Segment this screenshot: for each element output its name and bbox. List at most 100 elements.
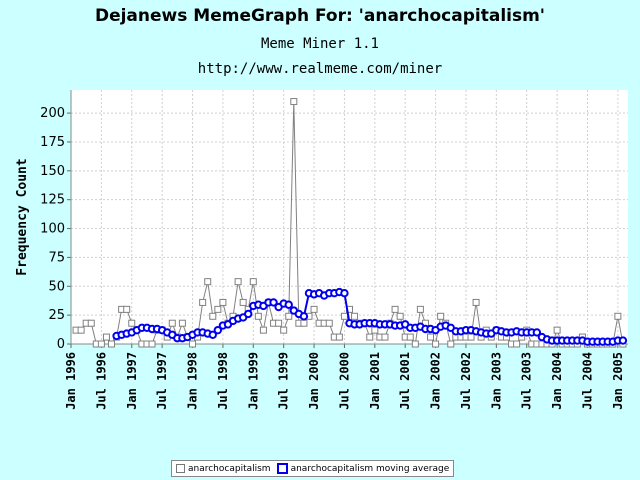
y-axis-label: Frequency Count bbox=[15, 158, 30, 275]
data-point-square bbox=[77, 326, 85, 334]
data-point-square bbox=[280, 326, 288, 334]
data-point-square bbox=[340, 312, 348, 320]
legend-item-series: anarchocapitalism bbox=[176, 464, 271, 474]
data-point-square bbox=[366, 333, 374, 341]
chart-title: Dejanews MemeGraph For: 'anarchocapitali… bbox=[94, 6, 546, 26]
data-point-square bbox=[406, 333, 414, 341]
y-tick-label: 175 bbox=[40, 135, 65, 150]
x-tick-label: Jan 2001 bbox=[368, 352, 382, 410]
data-point-square bbox=[300, 319, 308, 327]
x-tick-label: Jul 2002 bbox=[459, 352, 473, 410]
x-tick-label: Jan 2002 bbox=[429, 352, 443, 410]
circle-marker-icon bbox=[276, 463, 288, 474]
data-point-square bbox=[199, 298, 207, 306]
data-point-square bbox=[128, 319, 136, 327]
data-point-square bbox=[178, 319, 186, 327]
x-tick-label: Jan 2003 bbox=[489, 352, 503, 410]
data-point-square bbox=[614, 312, 622, 320]
x-tick-label: Jul 2003 bbox=[520, 352, 534, 410]
x-tick-label: Jul 1996 bbox=[94, 352, 108, 410]
y-tick-label: 100 bbox=[40, 222, 65, 237]
data-point-square bbox=[87, 319, 95, 327]
data-point-square bbox=[411, 340, 419, 348]
data-point-square bbox=[290, 98, 298, 106]
data-point-square bbox=[108, 340, 116, 348]
y-tick-label: 200 bbox=[40, 106, 65, 121]
data-point-circle bbox=[340, 289, 349, 298]
data-point-circle bbox=[299, 312, 309, 321]
data-point-square bbox=[432, 340, 440, 348]
data-point-square bbox=[351, 312, 359, 320]
data-point-square bbox=[437, 312, 445, 320]
x-tick-label: Jan 2004 bbox=[550, 352, 564, 410]
chart-url: http://www.realmeme.com/miner bbox=[197, 61, 443, 77]
data-point-square bbox=[310, 305, 318, 313]
square-marker-icon bbox=[176, 464, 185, 473]
x-tick-label: Jul 1998 bbox=[216, 352, 230, 410]
x-tick-label: Jul 2004 bbox=[580, 352, 594, 410]
data-point-square bbox=[447, 340, 455, 348]
series-layer bbox=[72, 98, 628, 348]
data-point-square bbox=[416, 305, 424, 313]
y-tick-label: 150 bbox=[40, 164, 65, 179]
data-point-square bbox=[249, 278, 257, 286]
data-point-square bbox=[204, 278, 212, 286]
y-tick-label: 50 bbox=[48, 279, 65, 294]
legend: anarchocapitalism anarchocapitalism movi… bbox=[171, 460, 455, 477]
x-tick-label: Jan 1999 bbox=[246, 352, 260, 410]
data-point-square bbox=[219, 298, 227, 306]
x-tick-label: Jan 1996 bbox=[64, 352, 78, 410]
data-point-square bbox=[371, 326, 379, 334]
data-point-circle bbox=[213, 325, 223, 335]
x-tick-label: Jan 2000 bbox=[307, 352, 321, 410]
x-tick-label: Jul 1997 bbox=[155, 352, 169, 410]
data-point-square bbox=[97, 340, 105, 348]
data-point-square bbox=[325, 319, 333, 327]
data-point-circle bbox=[618, 336, 628, 345]
data-point-square bbox=[427, 333, 435, 341]
data-point-square bbox=[234, 278, 242, 286]
y-tick-label: 25 bbox=[48, 308, 65, 323]
data-point-square bbox=[396, 312, 404, 320]
data-point-square bbox=[214, 305, 222, 313]
data-point-square bbox=[381, 333, 389, 341]
data-point-square bbox=[553, 326, 561, 334]
data-point-square bbox=[189, 340, 197, 348]
legend-label-moving-average: anarchocapitalism moving average bbox=[290, 463, 450, 474]
legend-label-series: anarchocapitalism bbox=[188, 463, 271, 474]
x-tick-label: Jul 1999 bbox=[277, 352, 291, 410]
data-point-circle bbox=[208, 330, 217, 339]
data-point-square bbox=[259, 326, 267, 334]
data-point-square bbox=[209, 312, 217, 320]
y-tick-label: 0 bbox=[57, 337, 65, 352]
axes: 0 25 50 75 100 125 150 175 200 Jan 1996 Jul 1996 Ja… bbox=[40, 90, 628, 410]
data-point-square bbox=[123, 305, 131, 313]
data-point-square bbox=[472, 298, 480, 306]
data-point-square bbox=[391, 305, 399, 313]
x-tick-label: Jan 2005 bbox=[611, 352, 625, 410]
data-point-square bbox=[254, 312, 262, 320]
x-tick-label: Jul 2000 bbox=[337, 352, 351, 410]
data-point-square bbox=[168, 319, 176, 327]
y-tick-label: 75 bbox=[48, 250, 65, 265]
data-point-square bbox=[285, 312, 293, 320]
data-point-square bbox=[102, 333, 110, 341]
x-tick-label: Jan 1997 bbox=[125, 352, 139, 410]
legend-item-moving-average: anarchocapitalism moving average bbox=[276, 463, 450, 474]
data-point-square bbox=[513, 340, 521, 348]
x-tick-label: Jul 2001 bbox=[398, 352, 412, 410]
chart-subtitle: Meme Miner 1.1 bbox=[260, 36, 379, 52]
data-point-circle bbox=[284, 300, 293, 309]
y-tick-label: 125 bbox=[40, 193, 65, 208]
plot-area bbox=[71, 90, 628, 344]
data-point-square bbox=[335, 333, 343, 341]
data-point-square bbox=[239, 298, 247, 306]
data-point-circle bbox=[244, 309, 253, 319]
data-point-square bbox=[467, 333, 475, 341]
data-point-circle bbox=[532, 328, 542, 337]
data-point-circle bbox=[269, 298, 278, 307]
x-tick-label: Jan 1998 bbox=[186, 352, 200, 410]
data-point-square bbox=[275, 319, 283, 327]
data-point-square bbox=[148, 340, 156, 348]
